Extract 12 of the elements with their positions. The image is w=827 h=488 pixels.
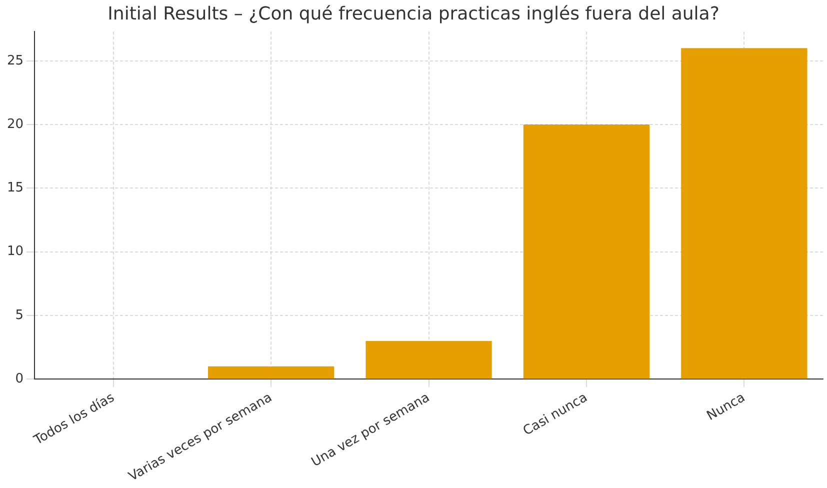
bar <box>366 340 492 379</box>
y-tick-label: 25 <box>6 53 24 68</box>
y-tick-label: 10 <box>6 244 24 260</box>
bar <box>523 124 650 379</box>
x-tick-label: Todos los días <box>30 390 118 449</box>
y-tick-label: 15 <box>6 180 24 196</box>
y-tick-label: 20 <box>6 116 24 132</box>
y-tick-label: 5 <box>15 308 24 323</box>
y-tick-label: 0 <box>15 372 24 387</box>
bar <box>208 366 334 379</box>
chart-title: Initial Results – ¿Con qué frecuencia practicas inglés fuera del aula? <box>108 3 720 24</box>
bar <box>681 48 808 379</box>
